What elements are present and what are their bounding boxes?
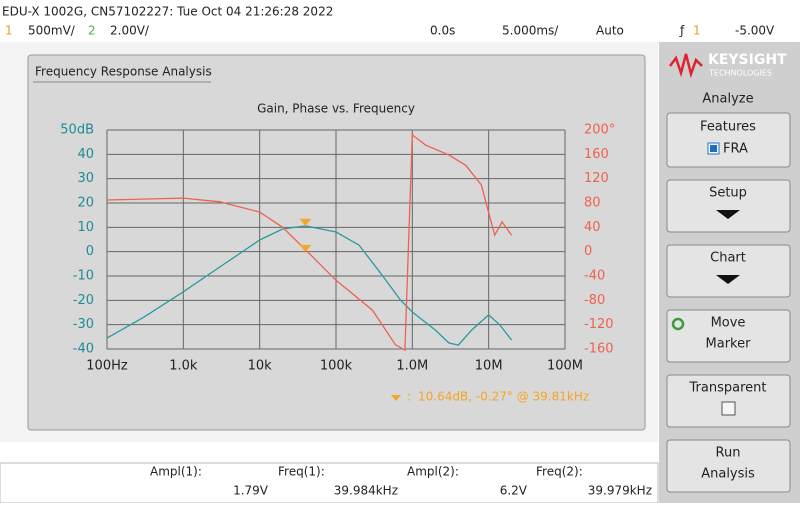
- y-tick-label: 20: [77, 196, 94, 211]
- brand-logo: [669, 53, 703, 79]
- y2-tick-label: 120: [584, 171, 609, 186]
- x-tick-label: 10M: [475, 359, 503, 374]
- meas-value: 6.2V: [500, 484, 528, 498]
- features-button[interactable]: Features FRA: [666, 112, 791, 168]
- meas-label: Freq(1):: [278, 465, 325, 479]
- ch2-scale: 2.00V/: [110, 24, 150, 38]
- button-sub: Analysis: [701, 467, 755, 482]
- button-label: Features: [700, 120, 756, 135]
- x-tick-label: 10k: [248, 359, 273, 374]
- button-label: Transparent: [689, 381, 767, 396]
- checkbox: [721, 401, 736, 416]
- meas-value: 1.79V: [233, 484, 269, 498]
- meas-label: Ampl(2):: [407, 465, 459, 479]
- button-face[interactable]: [666, 112, 791, 168]
- readout-colon: :: [407, 390, 411, 404]
- y-tick-label: 30: [77, 171, 94, 186]
- trigger-source: 1: [693, 24, 701, 38]
- y-tick-label: -30: [73, 317, 94, 332]
- y-tick-label: 0: [86, 244, 94, 259]
- header-title: EDU-X 1002G, CN57102227: Tue Oct 04 21:2…: [2, 5, 333, 19]
- x-tick-label: 100k: [320, 359, 353, 374]
- chart: Gain, Phase vs. Frequency 50dB 40 30 20 10 0 -1…: [60, 102, 615, 404]
- x-tick-label: 1.0M: [396, 359, 428, 374]
- y2-tick-label: 200°: [584, 123, 615, 138]
- phase-marker: [299, 244, 312, 252]
- chart-title: Gain, Phase vs. Frequency: [257, 102, 415, 116]
- y2-tick-label: -80: [584, 293, 605, 308]
- x-tick-label: 100Hz: [86, 359, 128, 374]
- button-face[interactable]: [666, 309, 791, 363]
- series-line: [106, 133, 513, 352]
- trigger-mode: Auto: [596, 24, 624, 38]
- gain-marker: [299, 218, 312, 226]
- meas-label: Freq(2):: [536, 465, 583, 479]
- ch1-label: 1: [5, 24, 13, 38]
- series-line: [106, 225, 513, 346]
- timebase: 5.000ms/: [502, 24, 559, 38]
- menu-title: Analyze: [702, 92, 753, 107]
- button-face[interactable]: [666, 179, 791, 233]
- knob-icon: [671, 317, 685, 331]
- ch1-scale: 500mV/: [28, 24, 76, 38]
- y-tick-label: 40: [77, 147, 94, 162]
- checkbox-check: [710, 145, 717, 152]
- marker-readout: 10.64dB, -0.27° @ 39.81kHz: [418, 390, 589, 404]
- button-face[interactable]: [666, 244, 791, 298]
- measure-bar: [0, 462, 659, 504]
- button-sub: FRA: [723, 142, 748, 157]
- down-arrow: [716, 275, 740, 284]
- x-tick-label: 1.0k: [169, 359, 198, 374]
- setup-button[interactable]: Setup: [666, 179, 791, 233]
- trigger-icon: ƒ: [679, 24, 685, 38]
- y2-tick-label: 40: [584, 220, 601, 235]
- run-analysis-button[interactable]: Run Analysis: [666, 439, 791, 493]
- move-marker-button[interactable]: Move Marker: [666, 309, 791, 363]
- y2-tick-label: 80: [584, 196, 601, 211]
- chart-button[interactable]: Chart: [666, 244, 791, 298]
- button-sub: Marker: [706, 337, 752, 352]
- trigger-level: -5.00V: [735, 24, 775, 38]
- y-tick-label: -40: [73, 342, 94, 357]
- y2-tick-label: -160: [584, 342, 614, 357]
- y2-tick-label: -120: [584, 317, 614, 332]
- y-tick-label: -10: [73, 269, 94, 284]
- panel-title: Frequency Response Analysis: [35, 65, 212, 79]
- button-label: Move: [711, 316, 746, 331]
- y2-tick-label: 0: [584, 244, 592, 259]
- y-tick-label: -20: [73, 293, 94, 308]
- down-arrow: [716, 210, 740, 219]
- y2-tick-label: -40: [584, 269, 605, 284]
- readout-icon: [391, 395, 401, 401]
- brand: KEYSIGHT: [708, 52, 787, 68]
- meas-value: 39.984kHz: [334, 484, 398, 498]
- delay: 0.0s: [430, 24, 455, 38]
- meas-value: 39.979kHz: [588, 484, 652, 498]
- button-label: Chart: [710, 251, 746, 266]
- button-face[interactable]: [666, 374, 791, 428]
- button-label: Run: [716, 446, 741, 461]
- button-face[interactable]: [666, 439, 791, 493]
- x-tick-label: 100M: [547, 359, 583, 374]
- button-label: Setup: [709, 186, 747, 201]
- transparent-button[interactable]: Transparent: [666, 374, 791, 428]
- y2-tick-label: 160: [584, 147, 609, 162]
- y-tick-label: 10: [77, 220, 94, 235]
- brand-sub: TECHNOLOGIES: [708, 69, 772, 78]
- meas-label: Ampl(1):: [150, 465, 202, 479]
- ch2-label: 2: [88, 24, 96, 38]
- y-tick-label: 50dB: [60, 123, 94, 138]
